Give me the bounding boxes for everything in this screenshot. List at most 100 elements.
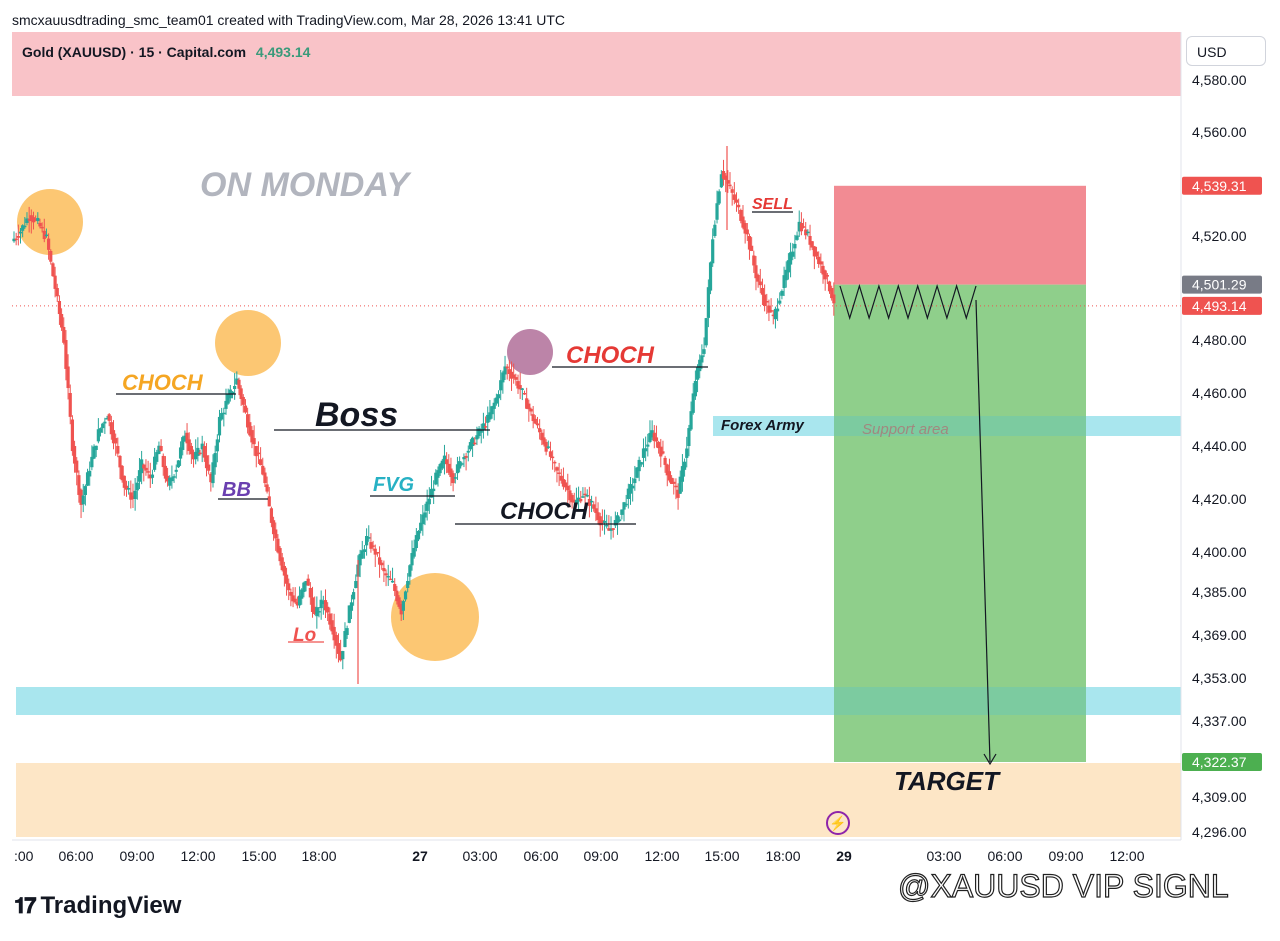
candle-body <box>799 223 803 232</box>
candle-body <box>432 488 436 492</box>
candle-body <box>568 490 572 501</box>
candle-body <box>38 223 42 227</box>
candle-body <box>633 478 637 484</box>
candle-body <box>85 472 90 486</box>
chart-attribution: smcxauusdtrading_smc_team01 created with… <box>12 12 566 28</box>
candle-body <box>470 437 475 446</box>
candle-body <box>544 442 548 452</box>
candle-body <box>349 602 354 611</box>
candle-body <box>217 416 222 436</box>
symbol-last-price: 4,493.14 <box>255 44 311 60</box>
candle-body <box>505 366 509 369</box>
candle-body <box>769 310 773 312</box>
candle-body <box>667 471 672 481</box>
lightning-icon[interactable]: ⚡ <box>826 811 850 835</box>
target-arrow-line <box>975 299 991 763</box>
candle-body <box>682 461 687 470</box>
candle-body <box>687 428 691 446</box>
candle-body <box>354 581 358 588</box>
candle-body <box>587 499 591 506</box>
candle-body <box>609 528 613 531</box>
candle-body <box>267 496 271 507</box>
candle-body <box>579 499 583 502</box>
candle-body <box>771 314 775 317</box>
candle-body <box>819 261 823 265</box>
candle-body <box>553 461 557 464</box>
candle-body <box>455 464 460 474</box>
candle-body <box>153 456 157 470</box>
candle-body <box>369 542 373 549</box>
candle-body <box>607 528 611 531</box>
candle-body <box>330 620 334 632</box>
candle-body <box>743 223 747 234</box>
candle-body <box>21 225 25 231</box>
candle-body <box>408 565 412 577</box>
candle-body <box>259 459 263 466</box>
candle-body <box>670 477 674 484</box>
candle-body <box>615 515 620 523</box>
candle-body <box>416 530 421 540</box>
currency-button[interactable]: USD <box>1186 36 1266 66</box>
candle-body <box>155 452 159 462</box>
candle-body <box>213 453 217 468</box>
candle-body <box>546 446 550 448</box>
y-axis-tick-label: 4,520.00 <box>1192 228 1247 244</box>
candle-body <box>758 281 762 286</box>
candle-body <box>442 455 447 464</box>
candle-body <box>47 238 51 250</box>
candle-body <box>817 256 821 264</box>
candle-body <box>144 467 148 471</box>
candle-body <box>79 489 83 505</box>
candle-body <box>551 456 555 459</box>
candle-body <box>821 265 825 275</box>
candle-body <box>458 461 462 469</box>
candle-body <box>600 520 604 524</box>
candle-body <box>137 470 142 482</box>
candle-body <box>421 514 425 525</box>
candle-body <box>230 391 235 394</box>
candle-body <box>51 263 55 277</box>
candle-body <box>140 459 144 474</box>
candle-body <box>172 476 176 478</box>
candle-body <box>308 588 312 598</box>
candle-body <box>250 430 254 443</box>
candle-body <box>622 502 626 510</box>
candle-body <box>165 475 170 482</box>
candle-body <box>36 217 40 222</box>
candle-body <box>492 402 496 409</box>
candle-body <box>271 520 276 535</box>
candle-body <box>142 464 146 469</box>
candle-body <box>726 180 730 184</box>
candle-body <box>388 578 392 581</box>
candle-body <box>49 250 53 262</box>
price-tag-label: 4,322.37 <box>1192 754 1247 770</box>
candle-body <box>263 472 267 484</box>
x-axis-tick-label: 09:00 <box>583 848 618 864</box>
candle-body <box>663 457 667 465</box>
annotation-bb: BB <box>222 479 251 501</box>
candle-body <box>29 215 33 222</box>
candle-body <box>520 388 524 390</box>
candle-body <box>583 493 587 496</box>
candle-body <box>284 574 289 584</box>
candle-body <box>98 428 103 433</box>
candle-body <box>237 379 241 389</box>
candle-body <box>827 281 832 292</box>
candle-body <box>832 294 836 304</box>
candle-body <box>406 580 410 588</box>
candle-body <box>427 498 431 505</box>
candle-body <box>423 512 427 518</box>
candle-body <box>775 308 780 312</box>
x-axis-tick-label: 18:00 <box>765 848 800 864</box>
candle-body <box>561 479 566 487</box>
candle-body <box>122 475 126 488</box>
candle-body <box>540 432 544 441</box>
candle-body <box>135 482 139 491</box>
y-axis-tick-label: 4,580.00 <box>1192 72 1247 88</box>
candle-body <box>488 412 492 420</box>
candle-body <box>183 435 187 442</box>
x-axis-tick-label: 03:00 <box>462 848 497 864</box>
candle-body <box>462 457 466 460</box>
